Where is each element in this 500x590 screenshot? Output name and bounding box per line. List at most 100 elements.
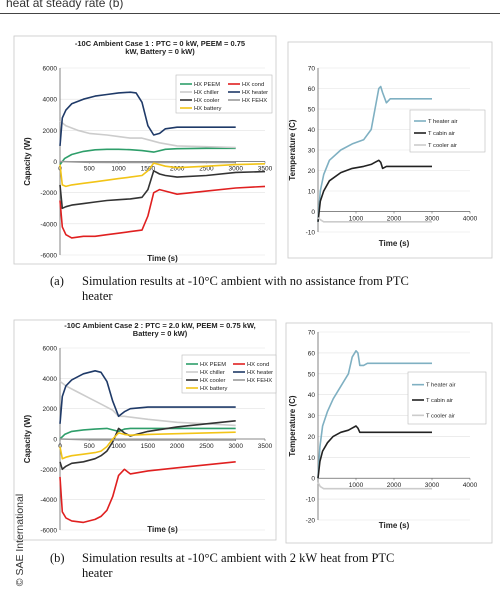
y-tick-label: -6000 bbox=[40, 253, 57, 260]
legend-label: HX battery bbox=[200, 386, 227, 392]
x-axis-label: Time (s) bbox=[379, 521, 410, 530]
x-axis-label: Time (s) bbox=[147, 254, 178, 263]
y-tick-label: 6000 bbox=[43, 66, 58, 73]
y-tick-label: 4000 bbox=[43, 97, 58, 104]
y-tick-label: 70 bbox=[308, 66, 316, 73]
x-tick-label: 2500 bbox=[199, 166, 214, 173]
x-tick-label: 3000 bbox=[425, 216, 440, 223]
y-tick-label: -10 bbox=[306, 497, 316, 504]
x-tick-label: 1000 bbox=[349, 482, 364, 489]
y-tick-label: -2000 bbox=[40, 190, 57, 197]
y-tick-label: -10 bbox=[306, 230, 316, 237]
y-tick-label: 0 bbox=[53, 159, 57, 166]
series-line-hx-cooler bbox=[59, 170, 266, 210]
caption-b: (b) Simulation results at -10°C ambient w… bbox=[50, 551, 394, 581]
y-tick-label: 4000 bbox=[43, 376, 58, 383]
legend-label: HX cooler bbox=[194, 98, 220, 104]
y-tick-label: -6000 bbox=[40, 528, 57, 535]
y-tick-label: 10 bbox=[308, 189, 316, 196]
legend-label: T cooler air bbox=[428, 143, 457, 149]
series-line-hx-cooler bbox=[59, 420, 236, 471]
x-tick-label: 1000 bbox=[111, 443, 126, 450]
series-line-t-cooler-air bbox=[317, 217, 432, 223]
chart-frame bbox=[13, 319, 277, 541]
y-tick-label: 30 bbox=[308, 413, 316, 420]
x-tick-label: 2000 bbox=[387, 482, 402, 489]
legend-label: HX PEEM bbox=[194, 82, 220, 88]
chart-b-capacity: -6000 -4000 -2000 0 2000 4000 6000 0 500 1000 1500… bbox=[13, 319, 277, 541]
y-tick-label: 50 bbox=[308, 107, 316, 114]
legend-label: T heater air bbox=[428, 119, 458, 125]
y-axis-label: Temperature (C) bbox=[288, 395, 297, 457]
legend-box bbox=[181, 354, 277, 394]
chart-title-line2: kW, Battery = 0 kW) bbox=[125, 47, 195, 56]
legend-label: T heater air bbox=[426, 383, 456, 389]
x-tick-label: 2500 bbox=[199, 443, 214, 450]
x-tick-label: 1500 bbox=[141, 166, 156, 173]
y-axis-label: Temperature (C) bbox=[288, 119, 297, 181]
x-tick-label: 4000 bbox=[463, 482, 478, 489]
legend-label: HX chiller bbox=[194, 90, 219, 96]
chart-b-temperature: -20 -10 0 10 20 30 40 50 60 70 1000 2000 3000 4000 Tem… bbox=[285, 322, 493, 544]
legend-label: HX cooler bbox=[200, 378, 226, 384]
caption-a-text: Simulation results at -10°C ambient with… bbox=[82, 274, 409, 288]
legend-label: HX PEEM bbox=[200, 362, 226, 368]
chart-title-line2: Battery = 0 kW) bbox=[133, 329, 188, 338]
y-tick-label: 30 bbox=[308, 148, 316, 155]
chart-a-temperature: -10 0 10 20 30 40 50 60 70 1000 2000 3000 4000 Temper… bbox=[287, 41, 493, 259]
legend-label: HX battery bbox=[194, 106, 221, 112]
caption-b-text: Simulation results at -10°C ambient with… bbox=[82, 551, 395, 565]
chart-title: -10C Ambient Case 1 : PTC = 0 kW, PEEM =… bbox=[75, 39, 245, 48]
y-tick-label: -4000 bbox=[40, 497, 57, 504]
series-line-t-heater-air bbox=[317, 349, 432, 479]
x-tick-label: 3000 bbox=[228, 166, 243, 173]
series-line-hx-heater bbox=[59, 91, 236, 146]
legend-label: HX heater bbox=[242, 90, 268, 96]
legend-box bbox=[175, 74, 273, 114]
y-tick-label: 0 bbox=[311, 209, 315, 216]
x-tick-label: 1500 bbox=[141, 443, 156, 450]
y-tick-label: 20 bbox=[308, 168, 316, 175]
y-tick-label: -20 bbox=[306, 518, 316, 525]
legend-label: T cooler air bbox=[426, 413, 455, 419]
series-line-hx-battery bbox=[59, 162, 266, 188]
series-line-t-heater-air bbox=[317, 85, 432, 222]
legend-label: HX chiller bbox=[200, 370, 225, 376]
y-tick-label: 20 bbox=[308, 434, 316, 441]
series-line-hx-chiller bbox=[59, 120, 236, 149]
legend-label: T cabin air bbox=[428, 131, 455, 137]
y-tick-label: 6000 bbox=[43, 346, 58, 353]
legend-label: HX cond bbox=[247, 362, 269, 368]
chart-title: -10C Ambient Case 2 : PTC = 2.0 kW, PEEM… bbox=[64, 321, 255, 330]
caption-a: (a) Simulation results at -10°C ambient w… bbox=[50, 274, 409, 304]
y-tick-label: 60 bbox=[308, 350, 316, 357]
caption-b-label: (b) bbox=[50, 551, 65, 565]
series-line-hx-heater bbox=[59, 369, 236, 424]
x-tick-label: 500 bbox=[84, 443, 95, 450]
caption-a-text2: heater bbox=[82, 289, 113, 303]
series-line-hx-cond bbox=[59, 461, 236, 524]
x-axis-label: Time (s) bbox=[379, 239, 410, 248]
x-tick-label: 0 bbox=[58, 443, 62, 450]
x-tick-label: 2000 bbox=[387, 216, 402, 223]
x-tick-label: 3000 bbox=[228, 443, 243, 450]
y-tick-label: 2000 bbox=[43, 406, 58, 413]
y-tick-label: -2000 bbox=[40, 467, 57, 474]
y-axis-label: Capacity (W) bbox=[23, 414, 32, 463]
x-tick-label: 3500 bbox=[258, 166, 273, 173]
series-line-hx-chiller bbox=[59, 380, 236, 427]
y-tick-label: 0 bbox=[53, 437, 57, 444]
legend-label: HX cond bbox=[242, 82, 264, 88]
y-tick-label: 40 bbox=[308, 392, 316, 399]
series-line-hx-battery bbox=[59, 431, 236, 460]
x-tick-label: 3000 bbox=[425, 482, 440, 489]
series-line-hx-fehx bbox=[59, 160, 236, 164]
y-tick-label: 2000 bbox=[43, 128, 58, 135]
caption-b-text2: heater bbox=[82, 566, 113, 580]
x-tick-label: 500 bbox=[84, 166, 95, 173]
series-line-hx-fehx bbox=[59, 438, 236, 441]
series-line-t-cooler-air bbox=[317, 482, 432, 490]
top-rule bbox=[0, 13, 500, 14]
series-line-hx-peem bbox=[59, 147, 236, 166]
y-tick-label: 10 bbox=[308, 455, 316, 462]
